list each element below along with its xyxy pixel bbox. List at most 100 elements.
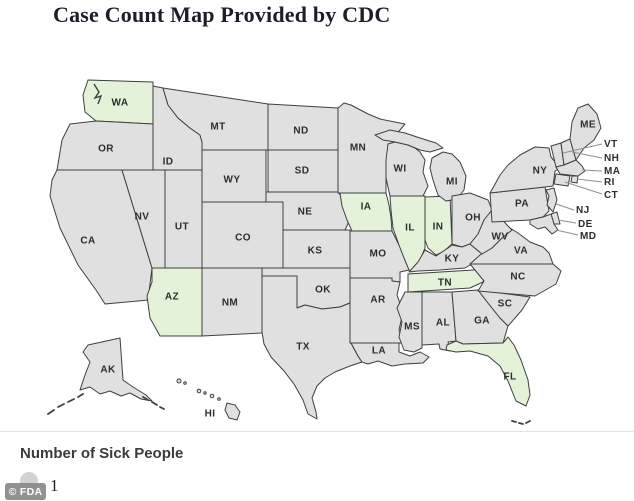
callout-line-ct bbox=[564, 181, 603, 195]
state-label-wa: WA bbox=[112, 98, 129, 109]
callout-label-de: DE bbox=[578, 219, 593, 230]
state-label-ga: GA bbox=[474, 316, 490, 327]
fda-badge: © FDA bbox=[5, 483, 46, 500]
state-label-sc: SC bbox=[498, 299, 513, 310]
aleutian-islands bbox=[77, 393, 84, 398]
state-label-id: ID bbox=[163, 157, 174, 168]
state-label-wy: WY bbox=[224, 175, 241, 186]
state-nj bbox=[545, 187, 558, 213]
state-label-fl: FL bbox=[503, 372, 516, 383]
state-hi bbox=[224, 402, 241, 421]
state-label-al: AL bbox=[436, 318, 450, 329]
callout-line-md bbox=[555, 229, 579, 236]
fda-watermark: © FDA 1 bbox=[0, 468, 90, 501]
puget-sound-detail bbox=[93, 83, 103, 105]
alaska-panhandle-islands bbox=[159, 406, 165, 410]
state-label-ut: UT bbox=[175, 222, 189, 233]
callout-line-ri bbox=[576, 178, 603, 183]
state-ky bbox=[408, 243, 483, 273]
state-label-ia: IA bbox=[361, 202, 372, 213]
state-ct bbox=[553, 173, 571, 187]
legend-label: Number of Sick People bbox=[20, 445, 184, 462]
state-label-hi: HI bbox=[205, 409, 216, 420]
state-label-me: ME bbox=[580, 120, 596, 131]
state-label-ne: NE bbox=[298, 207, 313, 218]
state-label-pa: PA bbox=[515, 199, 529, 210]
state-ar bbox=[349, 277, 404, 344]
state-label-tn: TN bbox=[438, 278, 452, 289]
state-label-il: IL bbox=[405, 223, 415, 234]
callout-label-md: MD bbox=[580, 231, 596, 242]
state-label-mt: MT bbox=[210, 122, 225, 133]
callout-line-nj bbox=[555, 203, 575, 211]
state-ak bbox=[79, 337, 153, 402]
hawaii-island bbox=[203, 391, 207, 395]
state-label-ok: OK bbox=[315, 285, 331, 296]
state-nc bbox=[469, 263, 562, 297]
state-label-mo: MO bbox=[370, 249, 387, 260]
state-label-wi: WI bbox=[393, 164, 406, 175]
callout-label-ri: RI bbox=[604, 177, 615, 188]
state-label-ak: AK bbox=[100, 365, 116, 376]
state-ny bbox=[489, 146, 563, 194]
aleutian-islands bbox=[67, 398, 75, 403]
hawaii-island bbox=[217, 397, 221, 401]
state-ri bbox=[570, 175, 579, 184]
state-sc bbox=[477, 289, 531, 327]
state-label-mn: MN bbox=[350, 143, 366, 154]
state-label-in: IN bbox=[433, 222, 444, 233]
state-label-tx: TX bbox=[296, 342, 310, 353]
callout-line-ma bbox=[581, 169, 603, 172]
state-ut bbox=[164, 169, 203, 269]
state-label-wv: WV bbox=[492, 232, 509, 243]
hawaii-island bbox=[209, 393, 215, 399]
state-label-mi: MI bbox=[446, 177, 458, 188]
hawaii-island bbox=[196, 388, 202, 394]
state-label-la: LA bbox=[372, 346, 386, 357]
state-label-nm: NM bbox=[222, 298, 238, 309]
state-label-or: OR bbox=[98, 144, 114, 155]
state-fl bbox=[445, 336, 531, 407]
state-label-az: AZ bbox=[165, 292, 179, 303]
state-ma bbox=[555, 159, 586, 177]
state-label-nd: ND bbox=[293, 126, 308, 137]
state-label-ca: CA bbox=[80, 236, 95, 247]
state-md bbox=[529, 213, 559, 235]
state-label-va: VA bbox=[514, 246, 528, 257]
state-tx bbox=[261, 275, 363, 420]
callout-label-vt: VT bbox=[604, 139, 618, 150]
state-label-nv: NV bbox=[135, 212, 150, 223]
callout-label-nj: NJ bbox=[576, 205, 590, 216]
callout-line-nh bbox=[571, 151, 603, 159]
state-label-ny: NY bbox=[533, 166, 548, 177]
state-label-ks: KS bbox=[308, 246, 323, 257]
state-label-ar: AR bbox=[370, 295, 386, 306]
state-la bbox=[350, 342, 430, 367]
florida-keys bbox=[518, 422, 524, 425]
state-label-co: CO bbox=[235, 233, 251, 244]
callout-label-nh: NH bbox=[604, 153, 619, 164]
hawaii-island bbox=[183, 381, 187, 385]
callout-label-ct: CT bbox=[604, 190, 618, 201]
callout-label-ma: MA bbox=[604, 166, 620, 177]
state-label-oh: OH bbox=[465, 213, 481, 224]
page-title: Case Count Map Provided by CDC bbox=[53, 2, 391, 27]
state-me bbox=[569, 103, 602, 161]
hawaii-island bbox=[176, 378, 182, 384]
callout-line-de bbox=[557, 219, 577, 224]
page-number: 1 bbox=[50, 476, 59, 495]
florida-keys bbox=[511, 420, 517, 423]
state-label-ms: MS bbox=[404, 322, 420, 333]
alaska-panhandle-islands bbox=[151, 401, 158, 406]
state-shape bbox=[374, 129, 444, 153]
aleutian-islands bbox=[47, 409, 55, 415]
alaska-panhandle-islands bbox=[142, 396, 149, 401]
state-label-ky: KY bbox=[445, 254, 460, 265]
state-label-nc: NC bbox=[510, 272, 525, 283]
divider-line bbox=[0, 431, 634, 432]
florida-keys bbox=[525, 420, 531, 424]
callout-line-vt bbox=[562, 143, 603, 154]
state-label-sd: SD bbox=[295, 166, 310, 177]
